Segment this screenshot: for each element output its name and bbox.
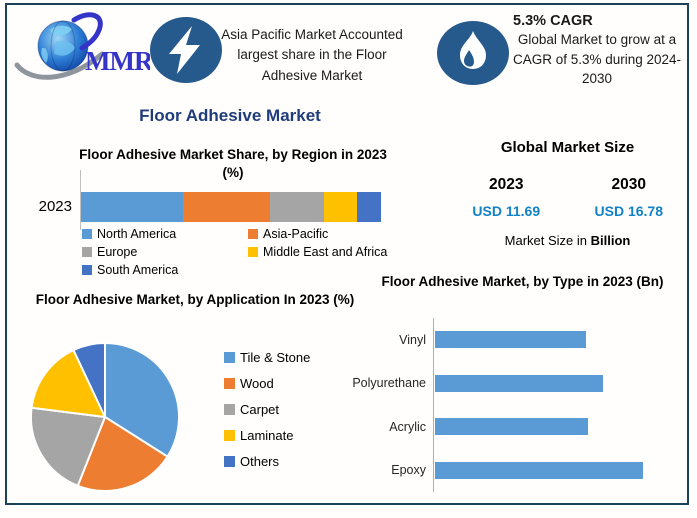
- asia-pacific-highlight: Asia Pacific Market Accounted largest sh…: [221, 27, 403, 83]
- cagr-title: 5.3% CAGR: [513, 13, 593, 29]
- legend-swatch: [248, 247, 258, 257]
- mmr-logo: MMR: [12, 8, 155, 93]
- region-bar-segment: [270, 192, 324, 222]
- pie-slice: [30, 349, 106, 418]
- region-chart-title: Floor Adhesive Market Share, by Region i…: [79, 147, 387, 181]
- lightning-badge: [150, 17, 222, 83]
- application-chart-title: Floor Adhesive Market, by Application In…: [35, 292, 355, 307]
- flame-badge: [437, 21, 509, 85]
- region-chart-legend: North America Asia-Pacific Europe Middle Ea…: [82, 227, 412, 277]
- legend-label: Others: [240, 454, 280, 469]
- legend-label: Carpet: [240, 402, 280, 417]
- type-bar-chart: Vinyl Polyurethane Acrylic Epoxy: [330, 318, 682, 492]
- pie-slice: [30, 406, 106, 487]
- legend-item: South America: [82, 263, 246, 277]
- legend-item: Carpet: [224, 402, 310, 417]
- region-bar-segment: [357, 192, 381, 222]
- legend-item: Asia-Pacific: [248, 227, 412, 241]
- legend-swatch: [248, 229, 258, 239]
- market-size-values: USD 11.69 USD 16.78: [445, 203, 690, 219]
- market-size-unit-bold: Billion: [590, 233, 631, 248]
- application-chart-legend: Tile & Stone Wood Carpet Laminate Others: [224, 350, 310, 480]
- legend-label: Tile & Stone: [240, 350, 311, 365]
- market-size-value-start: USD 11.69: [472, 203, 541, 219]
- type-bar: [435, 418, 588, 436]
- legend-label: Middle East and Africa: [263, 245, 388, 259]
- legend-swatch: [224, 456, 235, 467]
- market-size-year-end: 2030: [611, 176, 646, 193]
- lightning-icon: [169, 26, 200, 74]
- legend-label: Wood: [240, 376, 274, 391]
- region-bar-segment: [81, 192, 183, 222]
- region-stacked-bar: [81, 192, 381, 222]
- type-bar-label: Polyurethane: [352, 376, 426, 391]
- region-bar-segment: [324, 192, 357, 222]
- pie-slice: [76, 416, 169, 492]
- globe-logo-graphic: MMR: [14, 12, 155, 80]
- pie-slice: [72, 342, 106, 418]
- market-size-title: Global Market Size: [500, 139, 635, 156]
- legend-item: Middle East and Africa: [248, 245, 412, 259]
- type-chart-title: Floor Adhesive Market, by Type in 2023 (…: [381, 274, 664, 289]
- type-bar: [435, 374, 603, 392]
- type-bar-row: Polyurethane: [330, 374, 682, 392]
- legend-label: Asia-Pacific: [263, 227, 329, 241]
- page-title: Floor Adhesive Market: [139, 106, 321, 125]
- market-size-years: 2023 2030: [445, 176, 690, 194]
- legend-label: Europe: [97, 245, 138, 259]
- logo-swoosh: [14, 51, 105, 80]
- legend-item: Laminate: [224, 428, 310, 443]
- legend-label: North America: [97, 227, 177, 241]
- legend-item: Wood: [224, 376, 310, 391]
- market-size-value-end: USD 16.78: [594, 203, 663, 219]
- type-bar: [435, 461, 643, 479]
- legend-swatch: [224, 352, 235, 363]
- type-chart-axis: [433, 318, 434, 492]
- legend-swatch: [82, 247, 92, 257]
- type-bar: [435, 331, 586, 349]
- region-chart-category-label: 2023: [38, 198, 72, 215]
- type-bar-label: Acrylic: [389, 419, 426, 434]
- legend-swatch: [224, 404, 235, 415]
- legend-swatch: [224, 378, 235, 389]
- legend-item: Others: [224, 454, 310, 469]
- market-size-unit: Market Size in Billion: [445, 233, 690, 248]
- application-pie-chart: [30, 342, 180, 492]
- type-bar-row: Vinyl: [330, 331, 682, 349]
- type-bar-row: Acrylic: [330, 418, 682, 436]
- legend-item: Europe: [82, 245, 246, 259]
- type-bar-row: Epoxy: [330, 461, 682, 479]
- legend-swatch: [82, 229, 92, 239]
- type-bar-label: Epoxy: [391, 463, 426, 478]
- logo-wordmark: MMR: [85, 46, 150, 76]
- region-chart-axis: [80, 170, 81, 230]
- region-bar-segment: [183, 192, 270, 222]
- legend-swatch: [82, 265, 92, 275]
- legend-item: Tile & Stone: [224, 350, 310, 365]
- legend-item: North America: [82, 227, 246, 241]
- legend-label: Laminate: [240, 428, 294, 443]
- cagr-block: 5.3% CAGR Global Market to grow at a CAG…: [505, 13, 689, 89]
- type-bar-label: Vinyl: [399, 332, 426, 347]
- market-size-unit-prefix: Market Size in: [504, 233, 591, 248]
- cagr-description: Global Market to grow at a CAGR of 5.3% …: [512, 32, 682, 87]
- legend-label: South America: [97, 263, 179, 277]
- market-size-year-start: 2023: [489, 176, 524, 193]
- logo-blue-swoosh: [71, 12, 103, 51]
- legend-swatch: [224, 430, 235, 441]
